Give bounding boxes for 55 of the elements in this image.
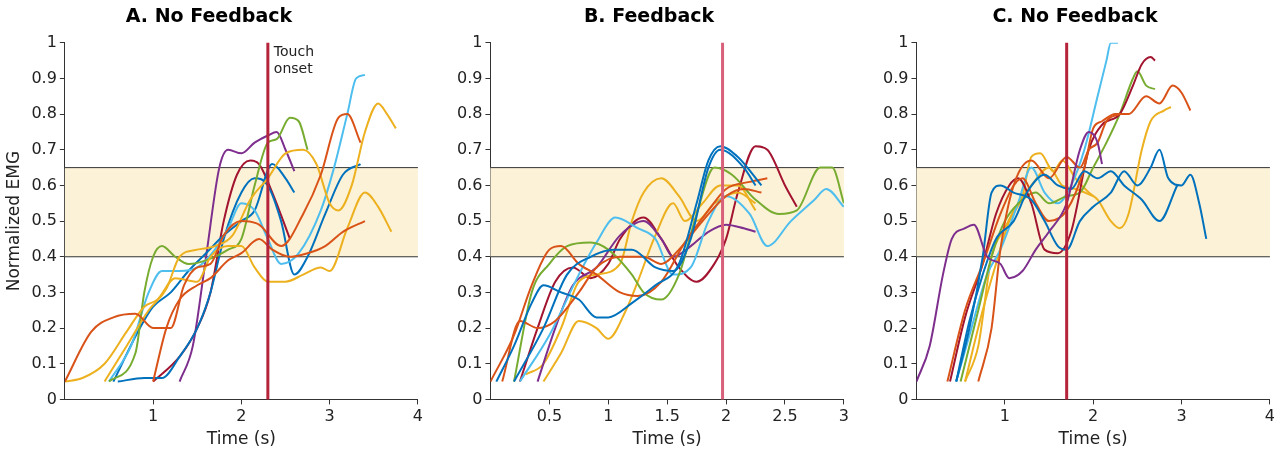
y-tick-label: 1 <box>472 31 483 51</box>
chart-title: A. No Feedback <box>125 4 293 27</box>
x-axis-title: Time (s) <box>631 428 702 449</box>
y-tick-label: 1 <box>898 31 909 51</box>
y-tick-label: 0.5 <box>456 210 483 230</box>
x-tick-label: 2.5 <box>772 406 798 426</box>
y-tick-label: 0.2 <box>31 317 57 337</box>
y-tick-label: 0.1 <box>31 352 57 372</box>
y-tick-label: 0.6 <box>882 174 909 194</box>
y-tick-label: 0.9 <box>31 67 57 87</box>
y-tick-label: 0 <box>472 388 483 408</box>
y-tick-label: 0.6 <box>31 174 57 194</box>
y-tick-label: 0.4 <box>456 245 483 265</box>
chart-title: C. No Feedback <box>992 4 1158 27</box>
y-tick-label: 0.3 <box>882 281 909 301</box>
x-tick-label: 3 <box>838 406 849 426</box>
x-tick-label: 1 <box>603 406 614 426</box>
y-tick-label: 0.8 <box>882 103 909 123</box>
y-tick-label: 0.9 <box>882 67 909 87</box>
annotation: Touch onset <box>272 42 315 76</box>
y-tick-label: 0.5 <box>882 210 909 230</box>
x-tick-label: 4 <box>412 406 423 426</box>
y-tick-label: 0.3 <box>31 281 57 301</box>
x-tick-label: 3 <box>1176 406 1187 426</box>
y-tick-label: 0 <box>46 388 57 408</box>
y-tick-label: 0.2 <box>882 317 909 337</box>
y-tick-label: 0.4 <box>882 245 909 265</box>
x-tick-label: 1.5 <box>654 406 680 426</box>
y-tick-label: 0.7 <box>882 138 909 158</box>
x-axis-title: Time (s) <box>1057 428 1128 449</box>
y-axis-title: Normalized EMG <box>2 150 23 292</box>
y-tick-label: 0.8 <box>31 103 57 123</box>
y-tick-label: 0.4 <box>31 245 57 265</box>
x-tick-label: 0.5 <box>536 406 563 426</box>
x-tick-label: 2 <box>720 406 732 426</box>
x-tick-label: 1 <box>148 406 159 426</box>
x-tick-label: 2 <box>236 406 247 426</box>
y-tick-label: 0 <box>898 388 909 408</box>
y-tick-label: 0.7 <box>456 138 483 158</box>
y-tick-label: 0.9 <box>456 67 483 87</box>
y-tick-label: 0.1 <box>882 352 909 372</box>
x-axis-title: Time (s) <box>205 428 276 449</box>
x-tick-label: 3 <box>324 406 335 426</box>
chart-title: B. Feedback <box>583 4 715 27</box>
y-tick-label: 0.7 <box>31 138 57 158</box>
x-tick-label: 1 <box>999 406 1010 426</box>
x-tick-label: 2 <box>1088 406 1099 426</box>
y-tick-label: 0.1 <box>456 352 483 372</box>
y-tick-label: 0.8 <box>456 103 483 123</box>
y-tick-label: 0.6 <box>456 174 483 194</box>
y-tick-label: 0.3 <box>456 281 483 301</box>
y-tick-label: 1 <box>46 31 57 51</box>
x-tick-label: 4 <box>1264 406 1275 426</box>
y-tick-label: 0.2 <box>456 317 483 337</box>
y-tick-label: 0.5 <box>31 210 57 230</box>
